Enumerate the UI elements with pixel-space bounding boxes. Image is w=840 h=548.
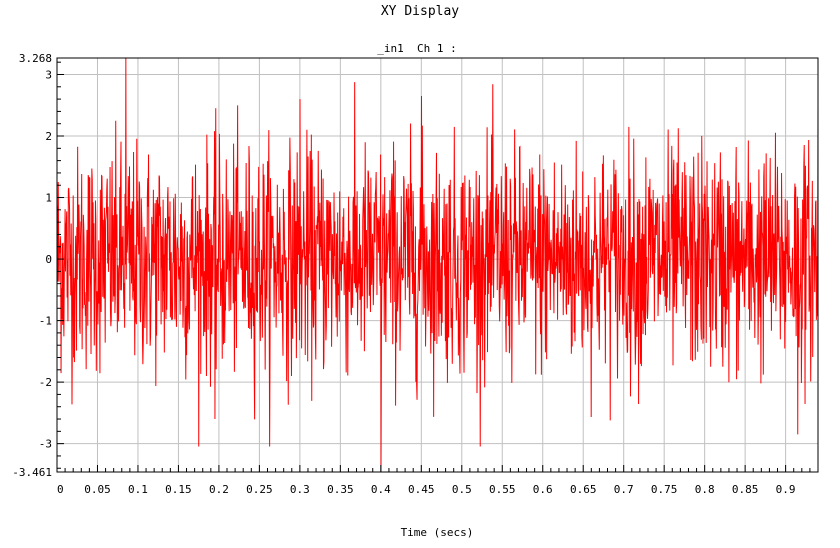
x-tick-label: 0.55 [489,483,516,496]
x-tick-label: 0.6 [533,483,553,496]
x-tick-label: 0.35 [327,483,354,496]
y-tick-label: -3.461 [12,466,52,479]
plot-axes [56,57,819,473]
x-tick-label: 0.85 [732,483,759,496]
y-tick-label: 0 [45,253,52,266]
x-tick-labels: 0 0.05 0.1 0.15 0.2 0.25 0.3 0.35 0.4 0.45 0.5 0.55… [57,483,796,496]
x-tick-label: 0.9 [776,483,796,496]
y-tick-label: -2 [39,376,52,389]
x-tick-label: 0.75 [651,483,678,496]
x-tick-label: 0.65 [570,483,597,496]
x-tick-label: 0.15 [165,483,192,496]
y-tick-labels: 3.268 3 2 1 0 -1 -2 -3 -3.461 [12,52,52,479]
x-tick-label: 0.3 [290,483,310,496]
y-tick-label: 3.268 [19,52,52,65]
x-tick-label: 0 [57,483,64,496]
y-tick-label: 3 [45,68,52,81]
y-tick-label: 1 [45,192,52,205]
x-tick-label: 0.4 [371,483,391,496]
y-tick-label: -3 [39,438,52,451]
window-title: XY Display [380,4,460,19]
x-tick-label: 0.05 [84,483,111,496]
y-tick-label: -1 [39,315,52,328]
signal-trace [56,57,819,473]
series-line [56,57,819,473]
x-tick-label: 0.2 [209,483,229,496]
x-tick-label: 0.25 [246,483,273,496]
x-tick-label: 0.7 [614,483,634,496]
y-tick-label: 2 [45,130,52,143]
chart-title: _in1 Ch 1 : [377,42,457,55]
x-tick-label: 0.45 [408,483,435,496]
x-axis-label: Time (secs) [400,526,474,539]
plot-border [56,57,819,473]
x-tick-label: 0.1 [128,483,148,496]
x-tick-label: 0.5 [452,483,472,496]
x-tick-label: 0.8 [695,483,715,496]
